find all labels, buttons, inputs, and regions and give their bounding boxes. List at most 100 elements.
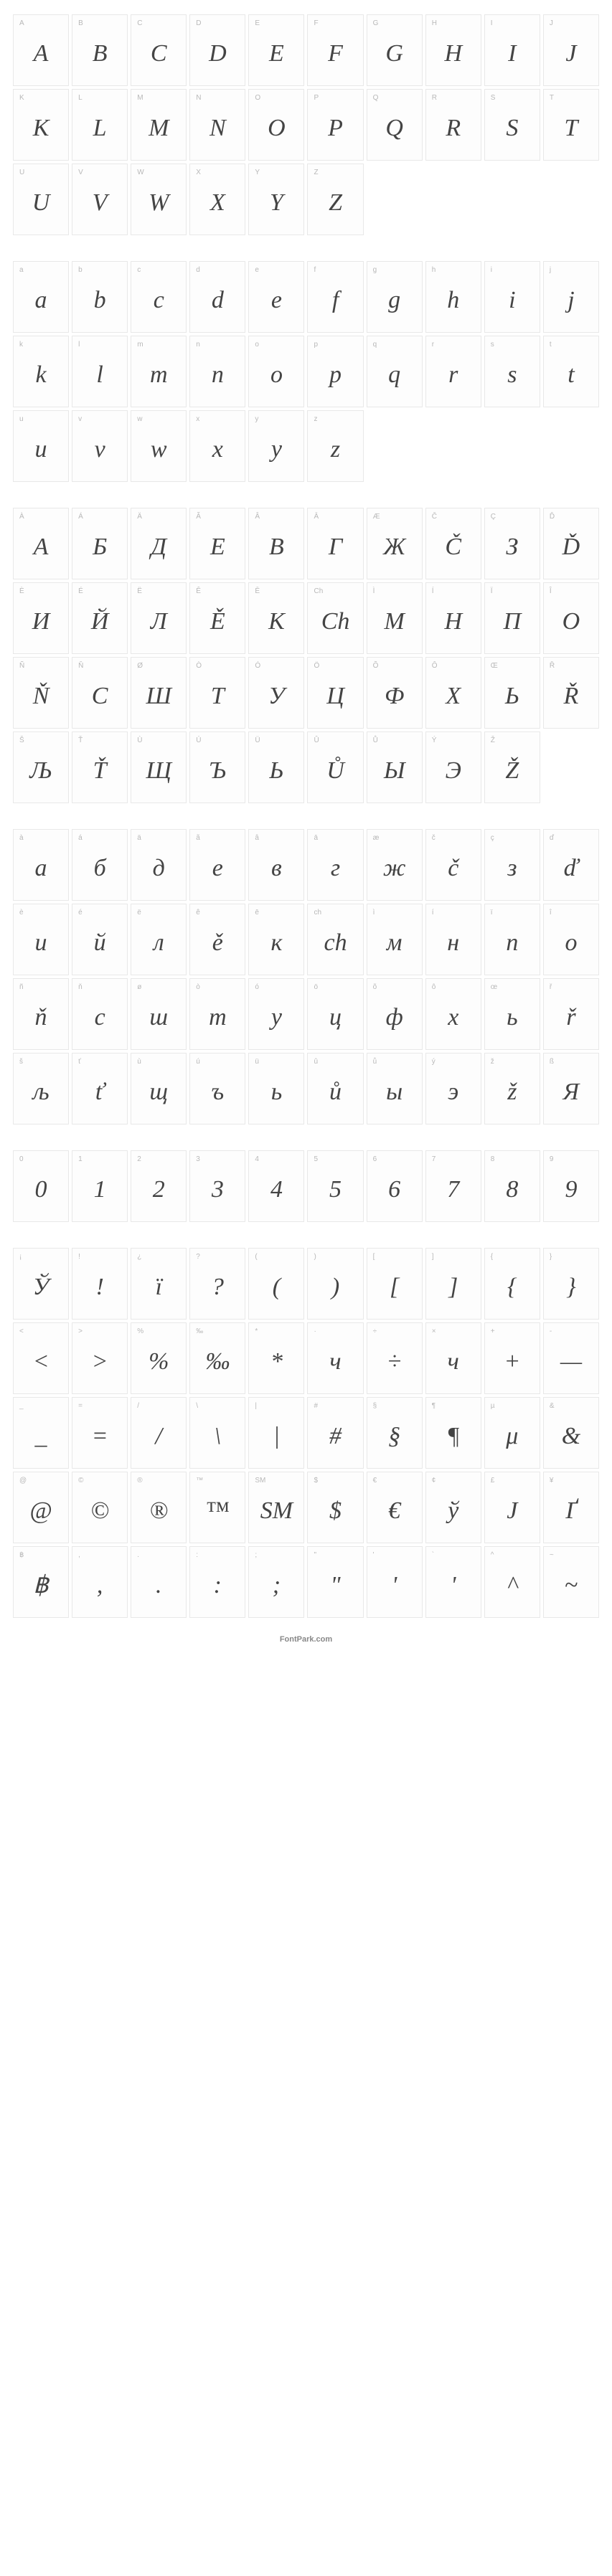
glyph-key: Ť	[78, 737, 83, 744]
glyph-char: м	[387, 931, 402, 955]
glyph-key: ď	[550, 834, 554, 842]
glyph-cell: ÄД	[131, 508, 187, 579]
glyph-cell: ÍН	[425, 582, 481, 654]
glyph-cell: ©©	[72, 1472, 128, 1543]
glyph-cell: bb	[72, 261, 128, 333]
glyph-key: Ē	[255, 587, 260, 595]
glyph-key: Ù	[137, 737, 142, 744]
glyph-cell: ÀА	[13, 508, 69, 579]
glyph-key: ā	[314, 834, 318, 842]
glyph-char: [	[390, 1275, 399, 1299]
glyph-char: %	[149, 1350, 169, 1374]
glyph-key: ¥	[550, 1477, 554, 1484]
glyph-key: ß	[550, 1058, 554, 1066]
glyph-char: @	[29, 1499, 52, 1523]
glyph-key: #	[314, 1402, 318, 1410]
glyph-cell: ÚЪ	[189, 731, 245, 803]
glyph-char: A	[34, 42, 49, 66]
glyph-key: J	[550, 19, 553, 27]
glyph-key: 6	[373, 1155, 377, 1163]
glyph-cell: ûů	[307, 1053, 363, 1124]
glyph-char: |	[273, 1424, 280, 1449]
glyph-cell: ¥Ґ	[543, 1472, 599, 1543]
glyph-key: }	[550, 1253, 552, 1261]
glyph-key: p	[314, 341, 318, 349]
glyph-char: u	[35, 437, 47, 462]
glyph-key: ì	[373, 909, 375, 917]
glyph-key: H	[432, 19, 437, 27]
glyph-cell: ¡Ў	[13, 1248, 69, 1320]
glyph-cell: 66	[367, 1150, 423, 1222]
glyph-char: Ť	[93, 759, 107, 783]
glyph-char: &	[562, 1424, 580, 1449]
glyph-key: €	[373, 1477, 377, 1484]
glyph-char: 4	[270, 1178, 283, 1202]
glyph-cell: ÆЖ	[367, 508, 423, 579]
glyph-key: Ď	[550, 513, 555, 521]
glyph-char: Э	[446, 759, 461, 783]
glyph-cell: MM	[131, 89, 187, 161]
glyph-char: μ	[506, 1424, 518, 1449]
glyph-char: Д	[151, 535, 166, 559]
glyph-char: c	[154, 288, 164, 313]
glyph-key: 8	[491, 1155, 495, 1163]
glyph-key: ť	[78, 1058, 81, 1066]
glyph-key: ž	[491, 1058, 494, 1066]
glyph-cell: WW	[131, 164, 187, 235]
glyph-key: _	[19, 1402, 24, 1410]
glyph-cell: œь	[484, 978, 540, 1050]
glyph-char: x	[212, 437, 223, 462]
glyph-char: 1	[94, 1178, 106, 1202]
glyph-key: ?	[196, 1253, 200, 1261]
glyph-char: /	[156, 1424, 162, 1449]
glyph-cell: ïп	[484, 904, 540, 975]
glyph-cell: ýэ	[425, 1053, 481, 1124]
glyph-char: *	[270, 1350, 283, 1374]
glyph-cell: ++	[484, 1322, 540, 1394]
glyph-cell: gg	[367, 261, 423, 333]
empty-cell	[543, 410, 599, 482]
glyph-char: č	[448, 856, 458, 881]
glyph-char: Г	[329, 535, 342, 559]
glyph-cell: çз	[484, 829, 540, 901]
glyph-cell: }}	[543, 1248, 599, 1320]
empty-cell	[425, 410, 481, 482]
glyph-cell: VV	[72, 164, 128, 235]
glyph-char: ў	[448, 1499, 458, 1523]
glyph-key: ¡	[19, 1253, 22, 1261]
glyph-cell: ×ч	[425, 1322, 481, 1394]
glyph-char: п	[506, 931, 518, 955]
glyph-cell: ,,	[72, 1546, 128, 1618]
glyph-cell: ÛŮ	[307, 731, 363, 803]
glyph-key: L	[78, 94, 83, 102]
glyph-char: p	[329, 363, 342, 387]
glyph-cell: éй	[72, 904, 128, 975]
glyph-cell: CC	[131, 14, 187, 86]
glyph-key: ‰	[196, 1327, 203, 1335]
glyph-cell: DD	[189, 14, 245, 86]
glyph-key: ú	[196, 1058, 200, 1066]
glyph-char: ÷	[387, 1350, 401, 1374]
glyph-char: e	[271, 288, 282, 313]
glyph-key: K	[19, 94, 24, 102]
glyph-char: ť	[95, 1080, 104, 1104]
glyph-key: z	[314, 415, 317, 423]
glyph-cell: ÔХ	[425, 657, 481, 729]
glyph-cell: xx	[189, 410, 245, 482]
glyph-char: n	[212, 363, 224, 387]
glyph-cell: ww	[131, 410, 187, 482]
glyph-char: ch	[324, 931, 347, 955]
glyph-key: Ů	[373, 737, 378, 744]
glyph-cell: ff	[307, 261, 363, 333]
glyph-key: Y	[255, 169, 260, 176]
glyph-char: §	[388, 1424, 400, 1449]
glyph-cell: vv	[72, 410, 128, 482]
glyph-key: d	[196, 266, 200, 274]
glyph-cell: ||	[248, 1397, 304, 1469]
glyph-key: .	[137, 1551, 139, 1559]
glyph-char: М	[384, 610, 404, 634]
glyph-key: G	[373, 19, 379, 27]
glyph-cell: ÎО	[543, 582, 599, 654]
glyph-key: č	[432, 834, 436, 842]
glyph-char: ř	[566, 1005, 575, 1030]
